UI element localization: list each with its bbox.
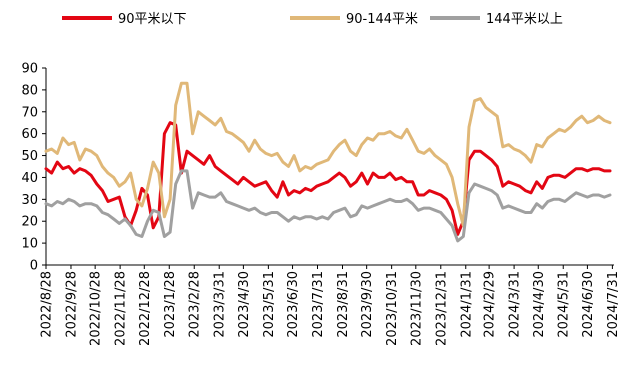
x-tick-label: 2022/8/28 [40, 271, 55, 338]
x-tick-label: 2024/1/31 [459, 271, 474, 338]
x-tick-label: 2023/7/31 [311, 271, 326, 338]
x-tick-label: 2023/12/31 [434, 271, 449, 346]
x-tick-label: 2024/5/31 [557, 271, 572, 338]
y-tick-label: 30 [21, 193, 38, 208]
x-tick-label: 2022/10/28 [89, 271, 104, 346]
x-tick-label: 2023/2/28 [188, 271, 203, 338]
y-tick-label: 20 [21, 215, 38, 230]
legend: 90平米以下 90-144平米 144平米以上 [62, 12, 563, 27]
x-tick-label: 2024/2/29 [483, 271, 498, 338]
x-tick-label: 2023/10/31 [385, 271, 400, 346]
legend-label: 90-144平米 [346, 12, 418, 27]
x-tick-label: 2022/12/28 [138, 271, 153, 346]
x-tick-label: 2022/11/28 [114, 271, 129, 346]
x-tick-label: 2023/9/30 [360, 271, 375, 338]
x-tick-label: 2023/8/31 [336, 271, 351, 338]
x-tick-label: 2023/3/31 [213, 271, 228, 338]
legend-label: 144平米以上 [486, 12, 563, 27]
y-tick-label: 90 [21, 62, 38, 77]
y-tick-label: 80 [21, 83, 38, 98]
series-line-0 [44, 121, 612, 236]
x-tick-label: 2024/7/31 [606, 271, 619, 338]
x-tick-label: 2022/9/28 [64, 271, 79, 338]
x-tick-label: 2023/1/28 [163, 271, 178, 338]
series-line-1 [44, 81, 612, 228]
series-line-2 [44, 169, 612, 243]
x-tick-label: 2023/6/30 [286, 271, 301, 338]
x-axis: 2022/8/28 2022/9/28 2022/10/28 2022/11/28 20… [40, 264, 619, 346]
y-tick-label: 40 [21, 171, 38, 186]
x-tick-label: 2024/6/30 [581, 271, 596, 338]
y-tick-label: 70 [21, 105, 38, 120]
plot-lines [44, 81, 612, 243]
y-tick-label: 60 [21, 127, 38, 142]
y-tick-label: 0 [30, 259, 38, 274]
x-tick-label: 2024/3/31 [508, 271, 523, 338]
x-tick-label: 2024/4/30 [532, 271, 547, 338]
y-tick-label: 50 [21, 149, 38, 164]
x-tick-label: 2023/5/31 [262, 271, 277, 338]
x-tick-label: 2023/11/30 [409, 271, 424, 346]
legend-label: 90平米以下 [118, 12, 187, 27]
y-tick-label: 10 [21, 237, 38, 252]
y-axis: 0 10 20 30 40 50 60 70 80 90 [21, 62, 47, 274]
x-tick-label: 2023/4/30 [237, 271, 252, 338]
